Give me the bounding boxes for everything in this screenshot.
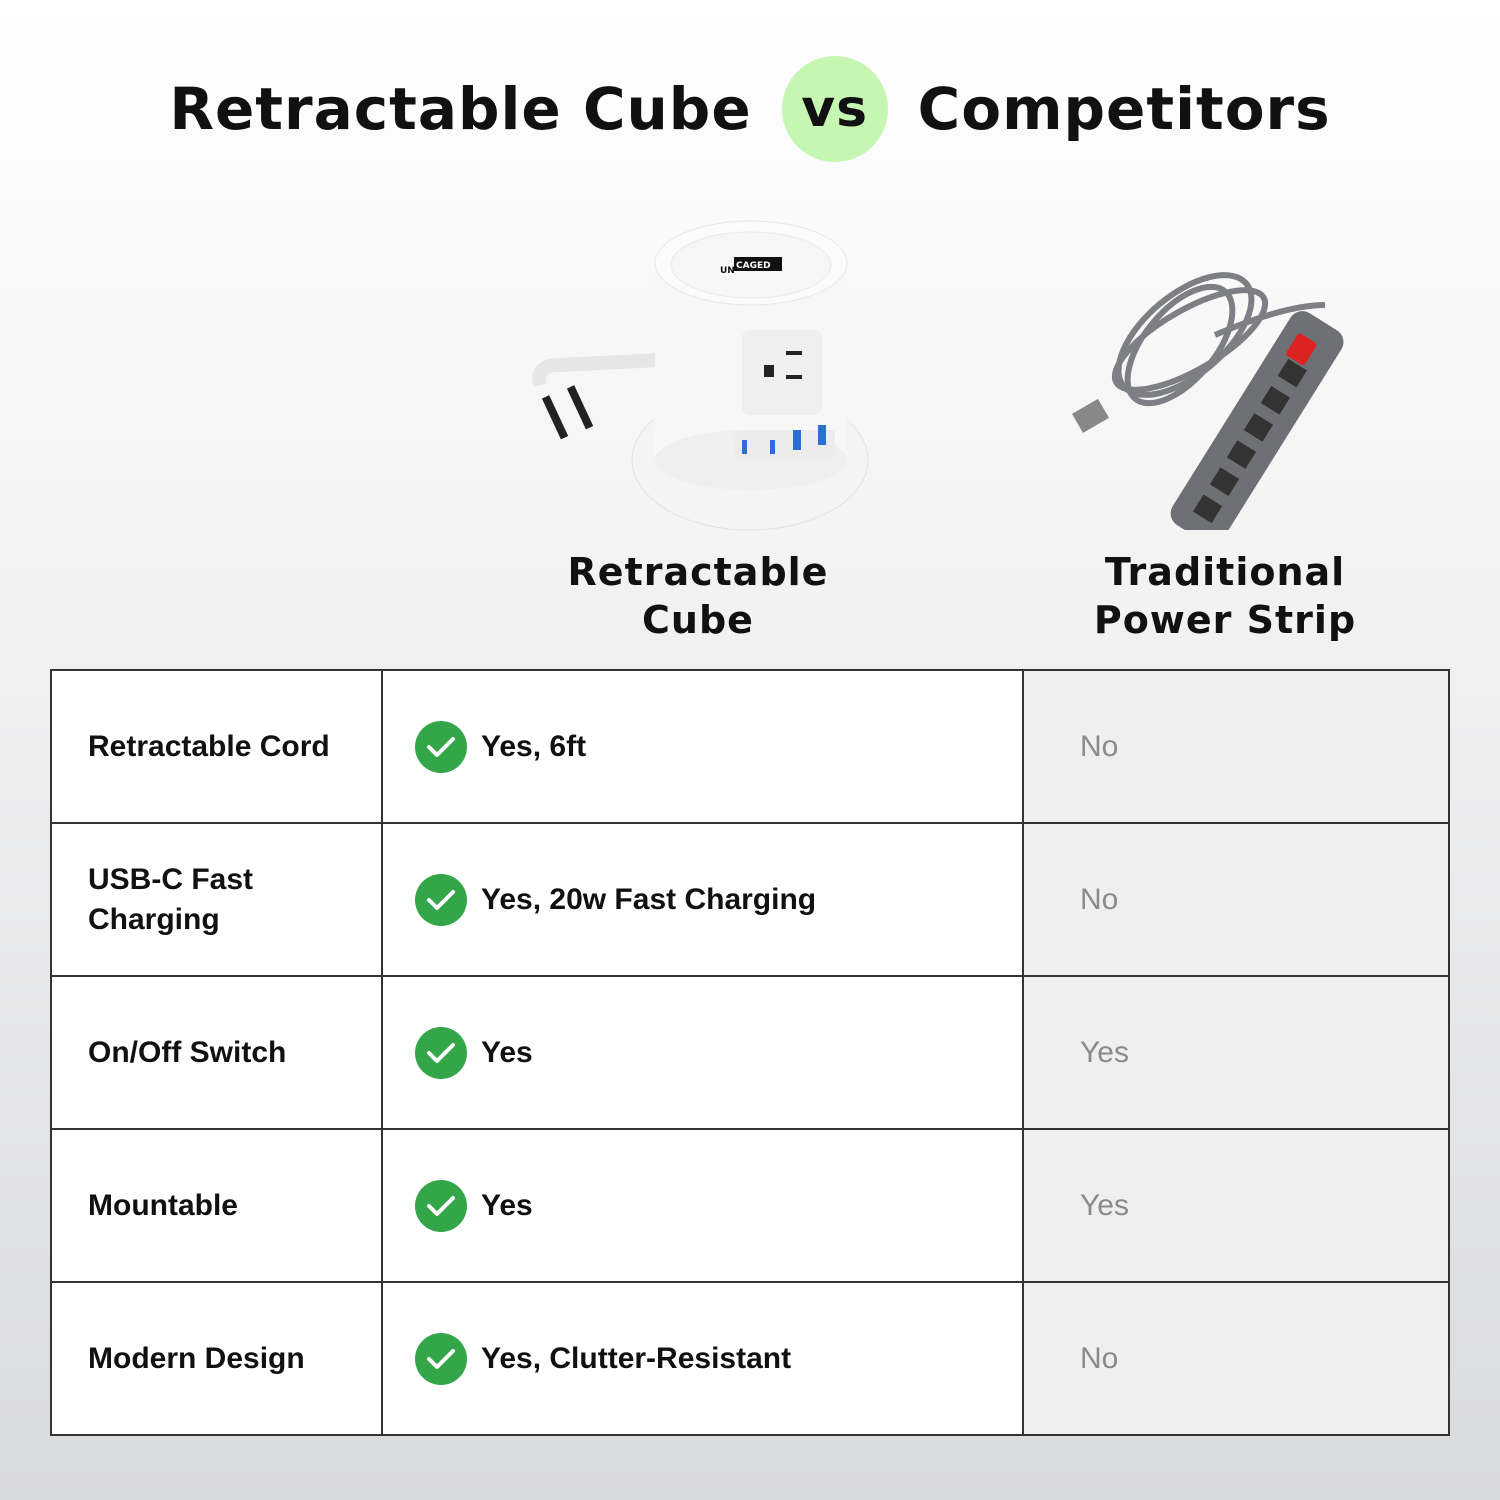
label-line: Cube bbox=[642, 598, 754, 642]
cube-value: Yes bbox=[481, 1188, 533, 1222]
product-label-power-strip: Traditional Power Strip bbox=[1060, 548, 1390, 644]
competitor-cell: No bbox=[1022, 1281, 1450, 1436]
label-line: Retractable bbox=[567, 550, 829, 594]
label-line: Traditional bbox=[1104, 550, 1346, 594]
competitor-cell: Yes bbox=[1022, 1128, 1450, 1283]
check-icon bbox=[415, 1179, 467, 1232]
title-left: Retractable Cube bbox=[169, 75, 752, 143]
cube-value: Yes, 6ft bbox=[481, 729, 587, 763]
competitor-cell: No bbox=[1022, 822, 1450, 977]
competitor-cell: Yes bbox=[1022, 975, 1450, 1130]
cube-value: Yes, Clutter-Resistant bbox=[481, 1341, 792, 1375]
feature-cell: On/Off Switch bbox=[50, 975, 383, 1130]
cube-cell: Yes, 20w Fast Charging bbox=[381, 822, 1024, 977]
page-title: Retractable Cube vs Competitors bbox=[0, 56, 1500, 162]
competitor-cell: No bbox=[1022, 669, 1450, 824]
retractable-cube-image: UN CAGED bbox=[532, 220, 869, 531]
svg-text:UN: UN bbox=[720, 266, 735, 276]
svg-text:CAGED: CAGED bbox=[736, 261, 771, 271]
table-row: On/Off Switch Yes Yes bbox=[50, 975, 1450, 1130]
vs-badge: vs bbox=[781, 56, 888, 162]
feature-cell: Retractable Cord bbox=[50, 669, 383, 824]
label-line: Power Strip bbox=[1093, 598, 1357, 642]
feature-cell: Modern Design bbox=[50, 1281, 383, 1436]
product-label-cube: Retractable Cube bbox=[540, 548, 856, 644]
cube-cell: Yes, Clutter-Resistant bbox=[381, 1281, 1024, 1436]
cube-cell: Yes bbox=[381, 1128, 1024, 1283]
feature-cell: USB-C Fast Charging bbox=[50, 822, 383, 977]
check-icon bbox=[415, 1026, 467, 1079]
feature-cell: Mountable bbox=[50, 1128, 383, 1283]
check-icon bbox=[415, 1332, 467, 1385]
table-row: Modern Design Yes, Clutter-Resistant No bbox=[50, 1281, 1450, 1436]
cube-value: Yes bbox=[481, 1035, 533, 1069]
cube-cell: Yes, 6ft bbox=[381, 669, 1024, 824]
power-strip-image bbox=[1072, 272, 1344, 530]
check-icon bbox=[415, 873, 467, 926]
table-row: USB-C Fast Charging Yes, 20w Fast Chargi… bbox=[50, 822, 1450, 977]
title-right: Competitors bbox=[917, 75, 1331, 143]
table-row: Mountable Yes Yes bbox=[50, 1128, 1450, 1283]
table-row: Retractable Cord Yes, 6ft No bbox=[50, 669, 1450, 824]
check-icon bbox=[415, 720, 467, 773]
cube-value: Yes, 20w Fast Charging bbox=[481, 882, 817, 916]
cube-cell: Yes bbox=[381, 975, 1024, 1130]
comparison-table: Retractable Cord Yes, 6ft No USB-C Fast C… bbox=[50, 669, 1450, 1436]
